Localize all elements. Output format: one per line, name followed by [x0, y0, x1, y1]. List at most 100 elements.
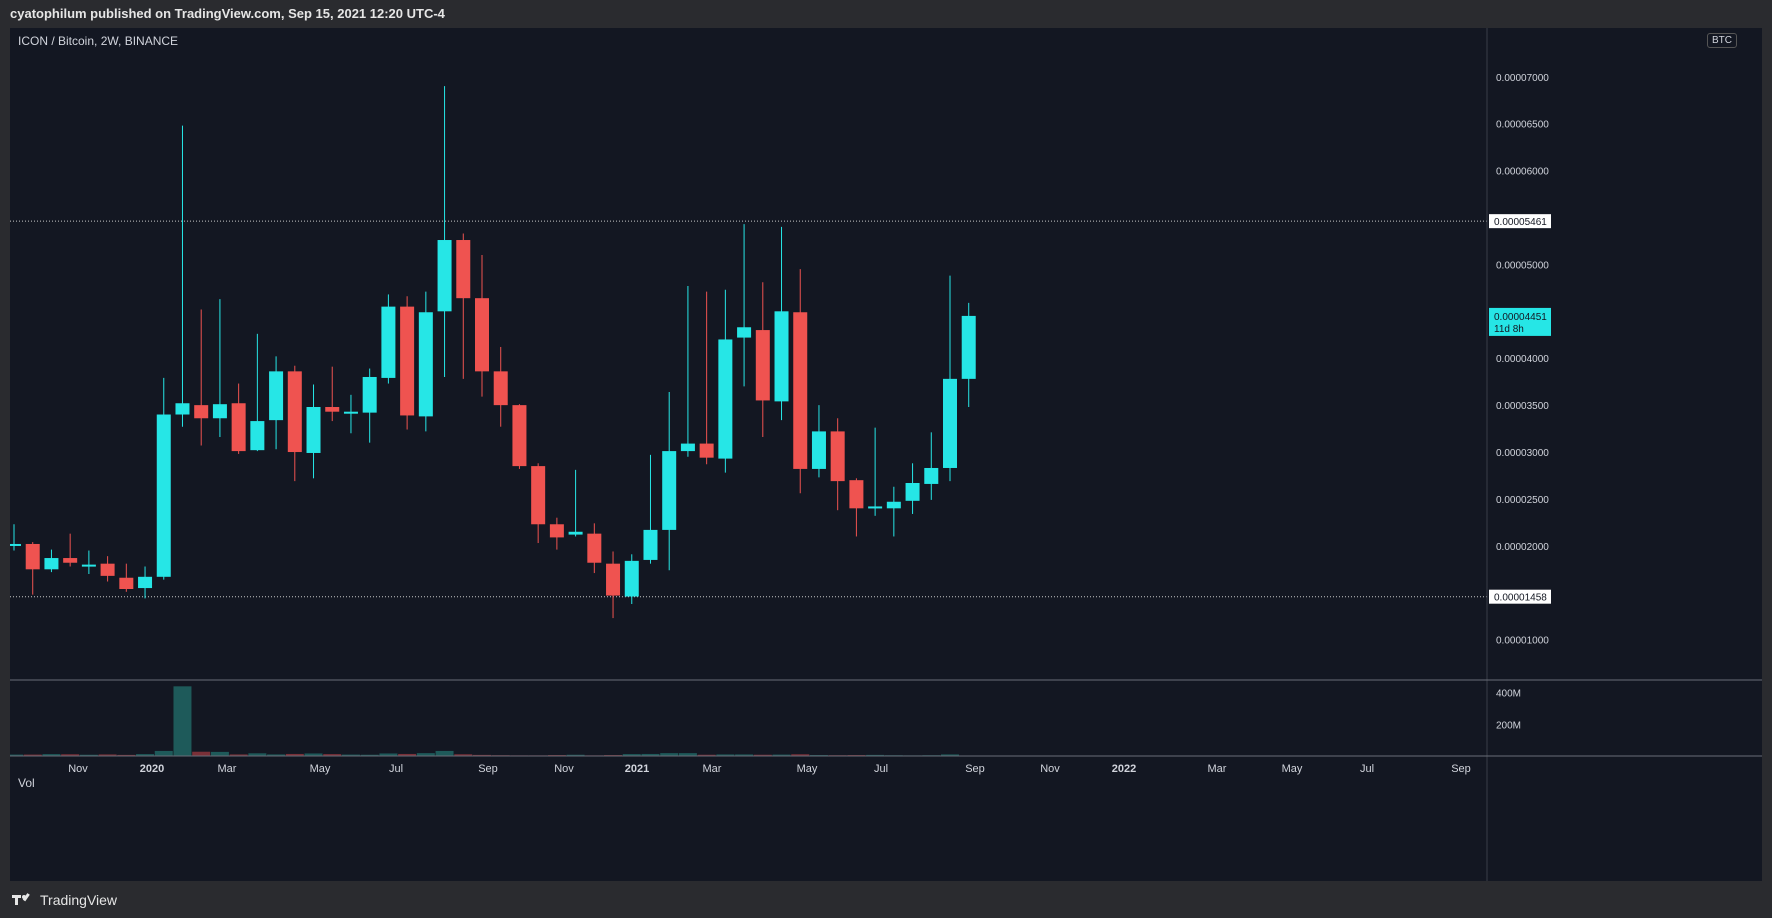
- candle-body: [587, 533, 602, 563]
- y-tick-label: 0.00002000: [1496, 542, 1549, 553]
- candle-body: [44, 558, 59, 570]
- candle-body: [643, 529, 658, 560]
- x-tick-label: Sep: [965, 763, 985, 775]
- candle-body: [175, 403, 190, 415]
- candle-body: [624, 560, 639, 597]
- candle-body: [943, 378, 957, 468]
- candlestick-chart[interactable]: 0.00007000 0.00006500 0.00006000 0.00005000…: [10, 28, 1762, 881]
- candle-body: [568, 531, 583, 535]
- candle-body: [325, 407, 340, 412]
- volume-bar: [641, 753, 660, 756]
- y-tick-label: 0.00003000: [1496, 448, 1549, 459]
- volume-bar: [304, 753, 323, 756]
- level-label-box: [1489, 214, 1551, 229]
- volume-bar: [566, 754, 585, 756]
- volume-bar: [772, 754, 791, 756]
- y-tick-label: 0.00007000: [1496, 73, 1549, 84]
- volume-bar: [136, 754, 155, 756]
- volume-bar: [192, 751, 211, 756]
- currency-badge[interactable]: BTC: [1707, 33, 1737, 48]
- candle-body: [212, 404, 227, 419]
- volume-bar: [716, 754, 735, 756]
- x-tick-label: May: [310, 763, 331, 775]
- candle-body: [81, 564, 96, 567]
- x-tick-label: Nov: [68, 763, 88, 775]
- candle-body: [269, 371, 284, 421]
- candle-body: [699, 443, 714, 458]
- publisher-header: cyatophilum published on TradingView.com…: [0, 0, 1772, 28]
- candle-body: [119, 577, 134, 590]
- candle-body: [868, 506, 883, 509]
- volume-bar: [154, 750, 173, 756]
- volume-bar: [941, 754, 959, 756]
- candle-body: [755, 330, 770, 401]
- x-tick-label: 2022: [1112, 763, 1136, 775]
- chart-area[interactable]: [10, 28, 1762, 881]
- level-label: 0.00005461: [1494, 217, 1547, 228]
- volume-bar: [341, 754, 360, 756]
- volume-bar: [210, 751, 229, 756]
- candle-body: [531, 466, 546, 525]
- x-tick-label: Nov: [554, 763, 574, 775]
- candle-body: [456, 240, 471, 299]
- volume-bar: [435, 750, 454, 756]
- volume-bar: [866, 754, 885, 756]
- candle-body: [63, 558, 78, 563]
- y-tick-label: 0.00002500: [1496, 495, 1549, 506]
- x-tick-label: Mar: [218, 763, 237, 775]
- candle-body: [737, 327, 752, 338]
- volume-bars: [10, 686, 978, 756]
- candle-body: [549, 524, 564, 538]
- candle-body: [811, 431, 826, 469]
- volume-bar: [379, 753, 398, 756]
- candle-body: [287, 371, 302, 453]
- volume-bar: [285, 753, 304, 756]
- candle-body: [25, 543, 40, 570]
- volume-bar: [360, 754, 379, 756]
- candle-body: [381, 306, 396, 378]
- volume-bar: [98, 754, 117, 756]
- y-tick-label: 0.00004000: [1496, 354, 1549, 365]
- candle-body: [493, 371, 508, 406]
- level-label-box: [1489, 589, 1551, 604]
- volume-bar: [117, 754, 136, 756]
- candle-body: [437, 240, 452, 312]
- y-tick-label: 0.00006500: [1496, 120, 1549, 131]
- volume-bar: [323, 754, 342, 756]
- x-tick-label: May: [797, 763, 818, 775]
- candle-body: [138, 576, 153, 589]
- volume-bar: [23, 754, 42, 756]
- axes: 0.00007000 0.00006500 0.00006000 0.00005000…: [10, 28, 1762, 881]
- symbol-legend[interactable]: ICON / Bitcoin, 2W, BINANCE: [18, 34, 179, 48]
- candle-body: [512, 405, 527, 467]
- candle-body: [306, 407, 321, 453]
- x-tick-label: 2021: [625, 763, 649, 775]
- volume-bar: [454, 754, 473, 756]
- x-tick-label: Mar: [1208, 763, 1227, 775]
- candle-body: [793, 312, 808, 469]
- volume-bar: [398, 753, 417, 756]
- x-tick-label: Sep: [478, 763, 498, 775]
- volume-bar: [697, 754, 716, 756]
- grid-layer: [10, 220, 1487, 598]
- candle-body: [231, 403, 246, 452]
- volume-tick-label: 200M: [1496, 720, 1521, 731]
- candle-body: [924, 467, 939, 484]
- volume-bar: [622, 754, 641, 756]
- candle-body: [400, 306, 415, 416]
- last-price-tag: [1489, 307, 1551, 336]
- x-tick-label: Mar: [703, 763, 722, 775]
- x-tick-label: May: [1282, 763, 1303, 775]
- volume-bar: [229, 754, 248, 756]
- x-tick-label: 2020: [140, 763, 164, 775]
- candle-body: [905, 482, 920, 501]
- volume-bar: [735, 754, 754, 756]
- tradingview-logo[interactable]: TradingView: [12, 892, 117, 908]
- volume-label[interactable]: Vol: [18, 776, 35, 790]
- volume-bar: [416, 753, 435, 756]
- candle-body: [475, 298, 489, 372]
- x-tick-label: Jul: [389, 763, 403, 775]
- volume-bar: [61, 754, 80, 756]
- x-tick-label: Sep: [1451, 763, 1471, 775]
- last-price-value: 0.00004451: [1494, 312, 1547, 323]
